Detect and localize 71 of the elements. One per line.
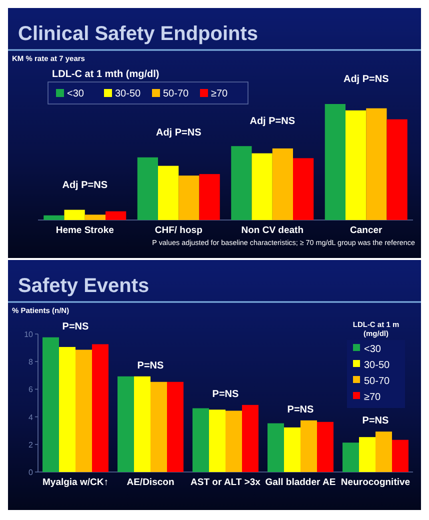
legend-label: <30 <box>364 344 382 355</box>
annotation: P=NS <box>137 360 164 372</box>
x-tick-label: CHF/ hosp <box>154 225 203 236</box>
bar <box>192 408 209 472</box>
legend-label: 30-50 <box>115 88 142 100</box>
legend-label: <30 <box>67 88 84 100</box>
bar <box>199 174 220 220</box>
bar <box>386 119 408 220</box>
bar <box>178 176 200 220</box>
text: P=NS <box>62 321 90 332</box>
bar <box>359 437 376 472</box>
legend-label: ≥70 <box>211 88 228 100</box>
bar <box>167 382 184 472</box>
chart-title: Clinical Safety Endpoints <box>18 23 258 45</box>
annotation: Adj P=NS <box>156 127 202 138</box>
legend-title: LDL-C at 1 mth (mg/dl) <box>52 69 160 80</box>
bar <box>324 104 346 220</box>
bar <box>252 153 272 220</box>
bar <box>209 410 226 472</box>
x-tick-label: Non CV death <box>241 225 304 236</box>
bar <box>44 215 64 220</box>
bar <box>158 166 179 220</box>
bar <box>42 337 59 472</box>
legend-label: 30-50 <box>364 360 390 371</box>
bar <box>317 422 334 472</box>
bar <box>106 211 126 220</box>
bar <box>376 432 392 472</box>
bar <box>226 410 242 472</box>
bar <box>231 146 252 220</box>
bar <box>392 440 408 472</box>
legend-label: ≥70 <box>364 392 382 403</box>
bar <box>84 214 106 220</box>
bar <box>134 376 150 472</box>
bar <box>366 108 387 220</box>
bar <box>92 344 108 472</box>
bar <box>150 382 167 472</box>
x-tick-label: AST or ALT >3x <box>190 477 262 488</box>
annotation: P=NS <box>287 404 314 416</box>
y-tick-label: 8 <box>28 358 34 367</box>
annotation: Adj P=NS <box>62 180 108 191</box>
annotation: Adj P=NS <box>250 116 296 128</box>
x-tick-label: Neurocognitive <box>340 477 410 488</box>
bar <box>272 148 293 220</box>
bar <box>118 376 134 472</box>
y-tick-label: 6 <box>28 385 34 394</box>
bar <box>293 158 314 220</box>
bar <box>300 420 317 472</box>
x-tick-label: Heme Stroke <box>56 225 114 236</box>
text: Adj P=NS <box>343 74 390 85</box>
y-tick-label: 2 <box>28 440 34 450</box>
legend-label: 50-70 <box>364 376 390 387</box>
bar <box>137 157 158 220</box>
annotation: P=NS <box>212 388 240 400</box>
x-tick-label: Myalgia w/CK↑ <box>42 477 108 488</box>
bar <box>284 427 300 472</box>
y-tick-label: 0 <box>28 468 34 477</box>
x-tick-label: AE/Discon <box>126 477 174 488</box>
bar <box>346 110 366 220</box>
x-tick-label: Cancer <box>350 225 383 236</box>
bar <box>242 404 258 472</box>
annotation: P=NS <box>362 416 390 427</box>
bar <box>342 442 359 472</box>
bar <box>64 210 85 220</box>
x-tick-label: Gall bladder AE <box>265 477 336 488</box>
legend-label: 50-70 <box>163 88 190 100</box>
bar <box>59 346 76 472</box>
y-tick-label: 4 <box>28 412 34 422</box>
y-tick-label: 10 <box>24 330 34 339</box>
bar <box>268 423 284 472</box>
bar <box>76 350 92 472</box>
chart-title: Safety Events <box>18 275 150 297</box>
